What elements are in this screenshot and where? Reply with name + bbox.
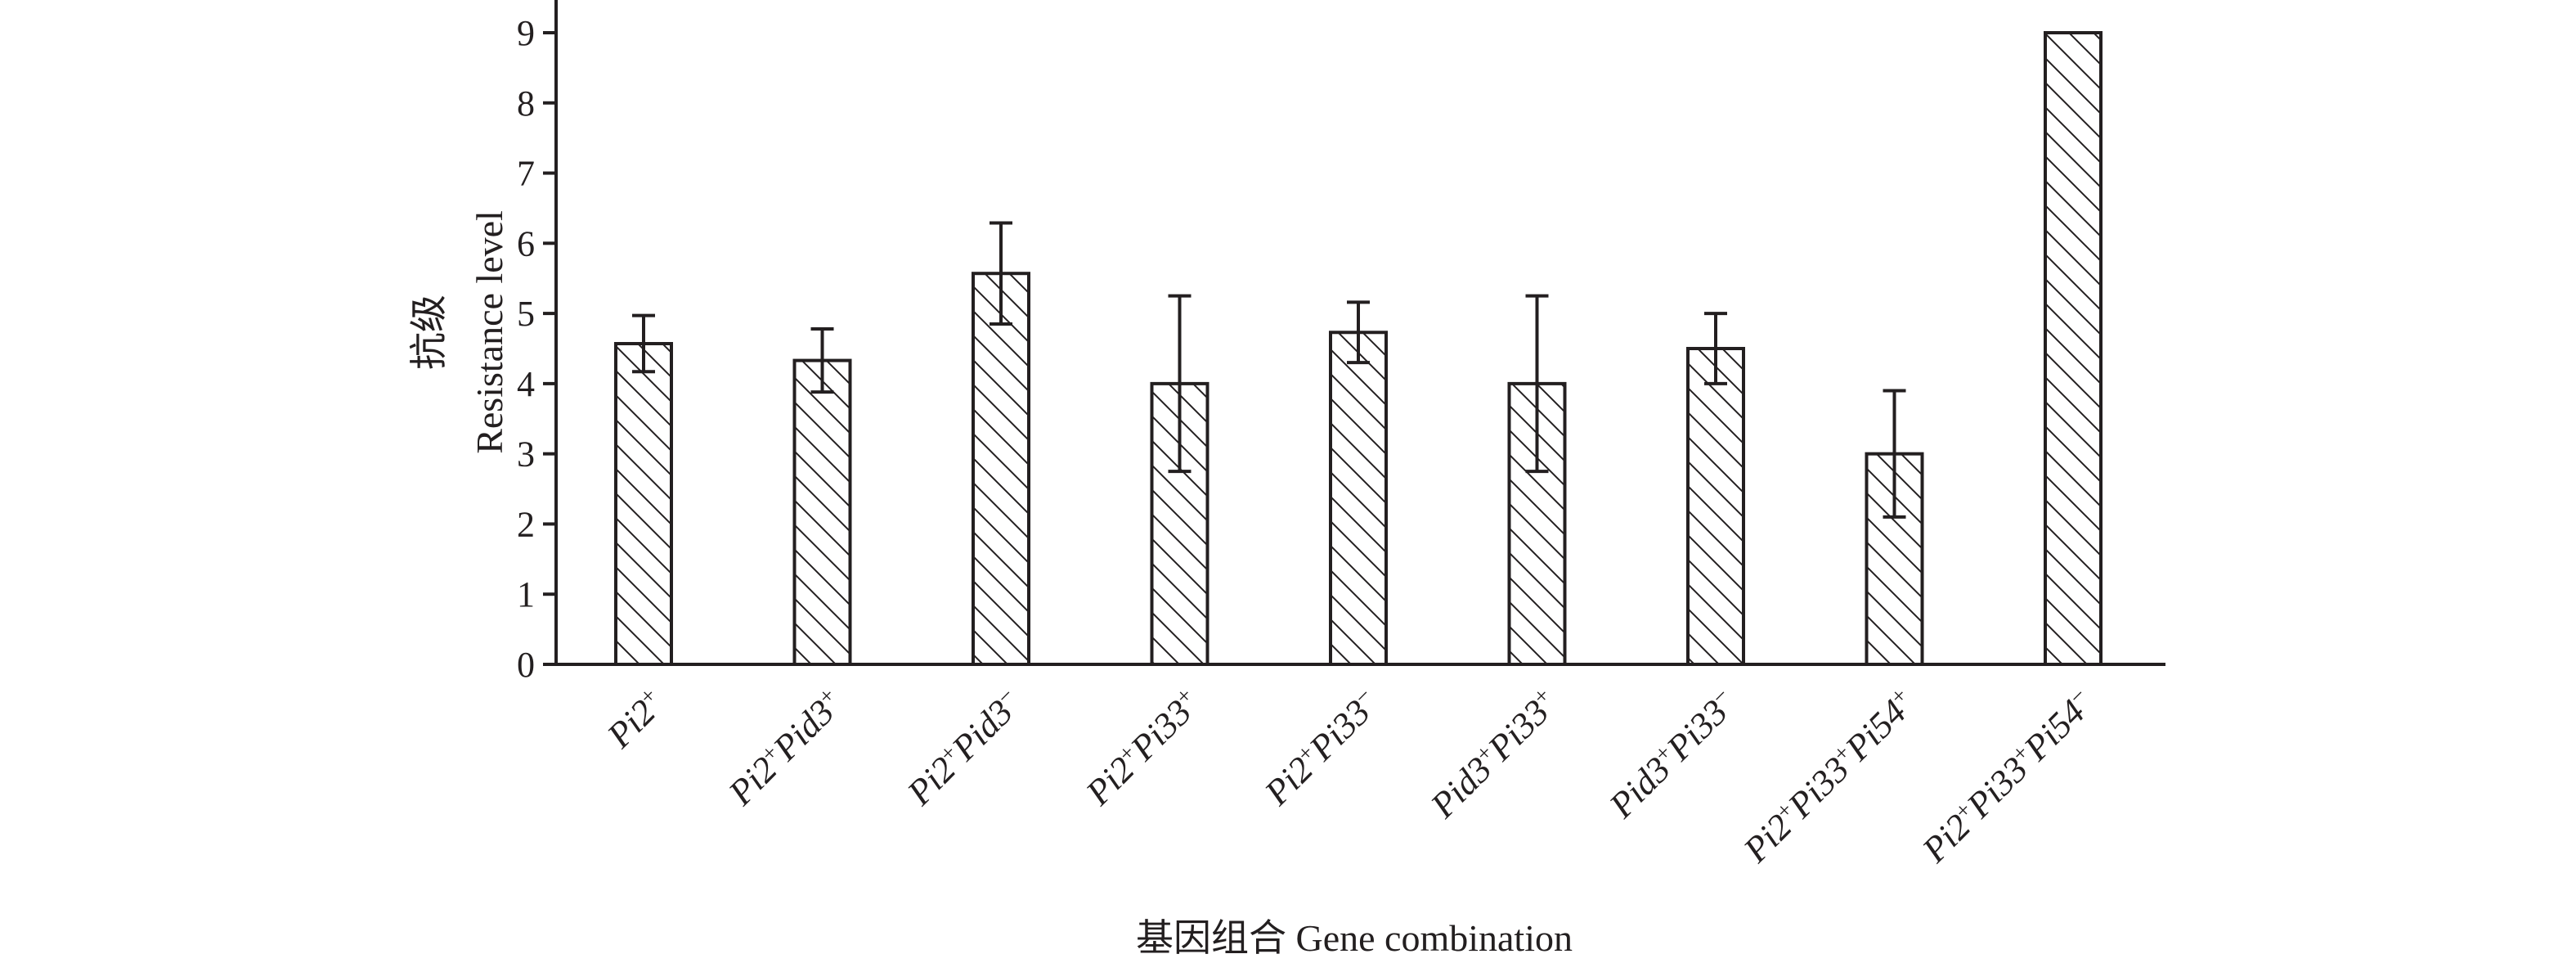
error-bar [1168,294,1192,474]
x-category-label: Pi2+Pi33+Pi54− [1914,682,2102,871]
x-category-label: Pi2+Pi33− [1256,682,1387,813]
error-bar [810,326,834,394]
y-tick-label: 7 [517,154,535,194]
x-category-label: Pi2+ [599,682,672,756]
bar [614,341,673,666]
y-tick-label: 4 [517,364,535,404]
y-tick-label: 0 [517,645,535,685]
error-bar [1525,294,1549,474]
y-axis-title: Resistance level [469,210,510,454]
error-bar [1883,389,1906,519]
bar [1686,347,1745,666]
error-bar [1347,300,1370,365]
x-category-labels: Pi2+ Pi2+Pid3+ Pi2+Pid3− Pi2+Pi33+ Pi2+Pi33−… [599,682,2102,871]
x-category-label: Pid3+Pi33+ [1422,682,1566,826]
error-bar [990,221,1012,326]
y-tick-label: 5 [517,294,535,334]
x-category-label: Pi2+Pi33+ [1078,682,1209,813]
x-category-label: Pi2+Pi33+Pi54+ [1735,682,1923,871]
x-category-label: Pi2+Pid3− [899,682,1030,813]
x-category-label: Pid3+Pi33− [1600,682,1744,826]
bar [1329,331,1388,666]
y-tick-label: 8 [517,83,535,124]
y-ticks: 0 1 2 3 4 5 6 7 8 9 [517,13,556,685]
error-bar [1704,312,1727,385]
y-tick-label: 3 [517,434,535,475]
bar [792,358,852,666]
x-category-label: Pi2+Pid3+ [720,682,851,813]
y-tick-label: 2 [517,504,535,544]
bar [972,272,1030,666]
x-axis-title: 基因组合 Gene combination [1136,917,1573,959]
y-tick-label: 1 [517,574,535,614]
error-bars [632,221,1906,519]
y-axis-title-cn: 抗级 [408,295,450,370]
bars [614,31,2103,667]
error-bar [632,313,655,374]
y-tick-label: 6 [517,223,535,263]
bar [2044,31,2103,666]
y-tick-label: 9 [517,13,535,53]
